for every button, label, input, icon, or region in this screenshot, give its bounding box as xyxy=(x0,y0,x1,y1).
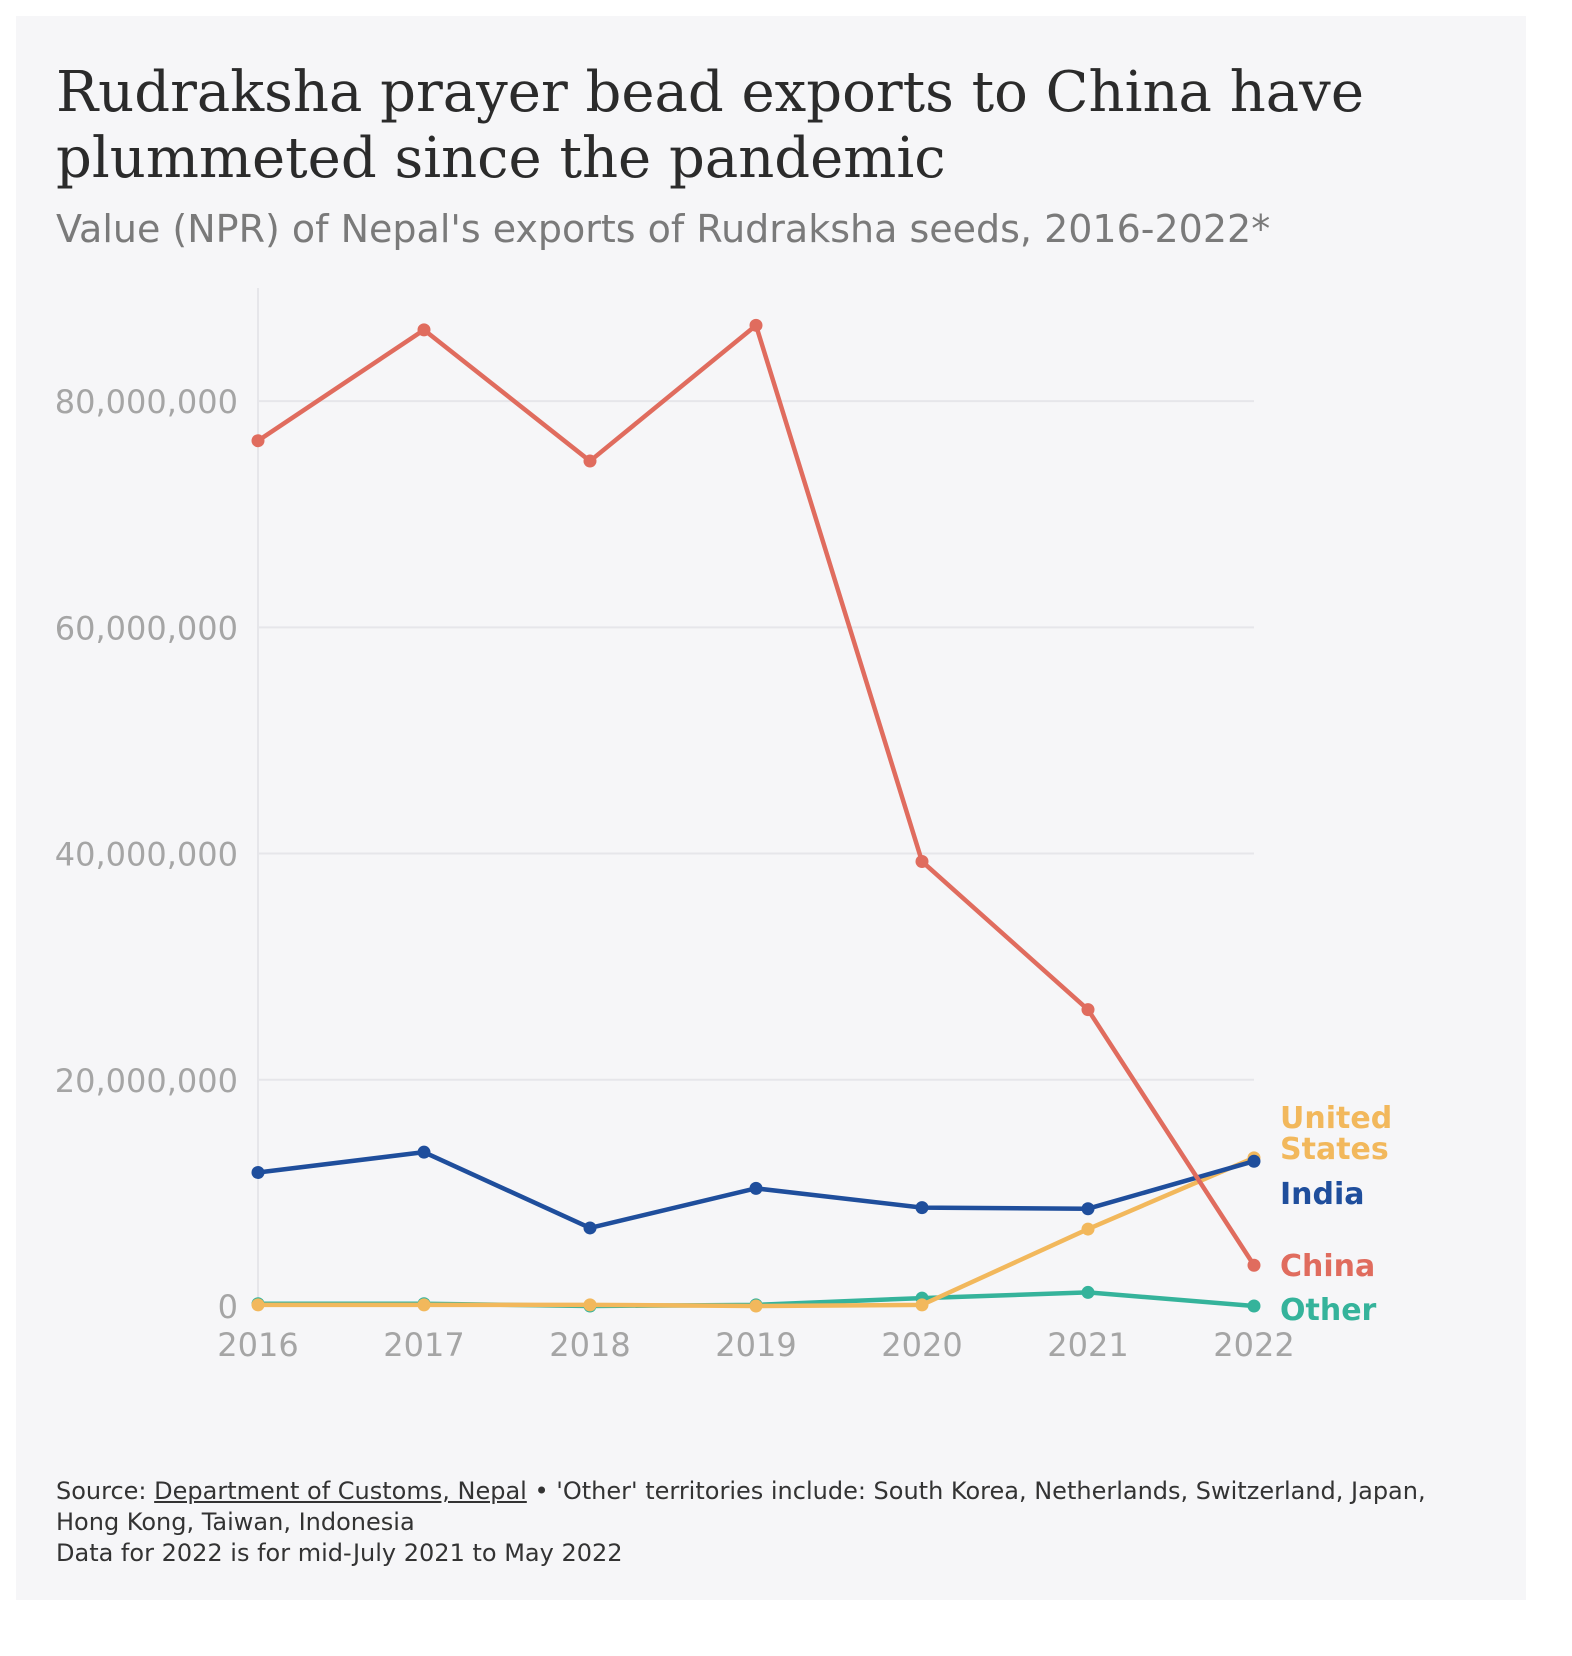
x-tick-label: 2022 xyxy=(1213,1326,1294,1364)
data-point-united-states xyxy=(749,1299,763,1313)
source-rest: • 'Other' territories include: South Kor… xyxy=(56,1477,1426,1536)
data-point-china xyxy=(1081,1003,1095,1017)
data-point-china xyxy=(251,434,265,448)
x-tick-label: 2016 xyxy=(217,1326,298,1364)
line-chart: 0 20,000,000 40,000,000 60,000,000 80,000,00… xyxy=(55,288,1392,1364)
data-point-united-states xyxy=(583,1298,597,1312)
data-point-united-states xyxy=(1081,1222,1095,1236)
chart-card: Rudraksha prayer bead exports to China h… xyxy=(16,16,1526,1600)
data-point-other xyxy=(1081,1285,1095,1299)
series-label-united-states: States xyxy=(1280,1132,1389,1167)
chart-footer: Source: Department of Customs, Nepal • '… xyxy=(56,1476,1486,1569)
series-label-china: China xyxy=(1280,1249,1375,1284)
data-point-other xyxy=(1247,1299,1261,1313)
data-point-china xyxy=(915,854,929,868)
chart-subtitle: Value (NPR) of Nepal's exports of Rudrak… xyxy=(56,207,1271,251)
data-point-china xyxy=(417,323,431,337)
data-note: Data for 2022 is for mid-July 2021 to Ma… xyxy=(56,1539,623,1567)
data-point-united-states xyxy=(251,1298,265,1312)
y-tick-label: 80,000,000 xyxy=(55,383,238,421)
source-prefix: Source: xyxy=(56,1477,155,1505)
source-line: Source: Department of Customs, Nepal • '… xyxy=(56,1476,1486,1538)
data-point-united-states xyxy=(915,1298,929,1312)
data-point-india xyxy=(417,1145,431,1159)
chart-title: Rudraksha prayer bead exports to China h… xyxy=(56,60,1364,191)
series-line-united-states xyxy=(258,1155,1255,1309)
data-point-india xyxy=(915,1201,929,1215)
y-tick-label: 60,000,000 xyxy=(55,609,238,647)
series-label-india: India xyxy=(1280,1177,1365,1212)
data-point-china xyxy=(1247,1258,1261,1272)
data-point-united-states xyxy=(417,1298,431,1312)
x-tick-label: 2017 xyxy=(383,1326,464,1364)
y-tick-label: 20,000,000 xyxy=(55,1062,238,1100)
x-tick-label: 2020 xyxy=(881,1326,962,1364)
data-point-india xyxy=(583,1221,597,1235)
data-point-india xyxy=(1081,1202,1095,1216)
data-point-india xyxy=(1247,1154,1261,1168)
y-tick-label: 0 xyxy=(218,1288,238,1326)
series-label-other: Other xyxy=(1280,1293,1377,1328)
data-point-india xyxy=(749,1181,763,1195)
y-tick-label: 40,000,000 xyxy=(55,836,238,874)
x-tick-label: 2018 xyxy=(549,1326,630,1364)
x-tick-label: 2019 xyxy=(715,1326,796,1364)
series-line-china xyxy=(256,323,1256,1267)
data-point-china xyxy=(749,318,763,332)
data-point-china xyxy=(583,454,597,468)
series-label-united-states: United xyxy=(1280,1101,1392,1136)
data-point-india xyxy=(251,1166,265,1180)
source-link[interactable]: Department of Customs, Nepal xyxy=(154,1477,527,1505)
x-tick-label: 2021 xyxy=(1047,1326,1128,1364)
